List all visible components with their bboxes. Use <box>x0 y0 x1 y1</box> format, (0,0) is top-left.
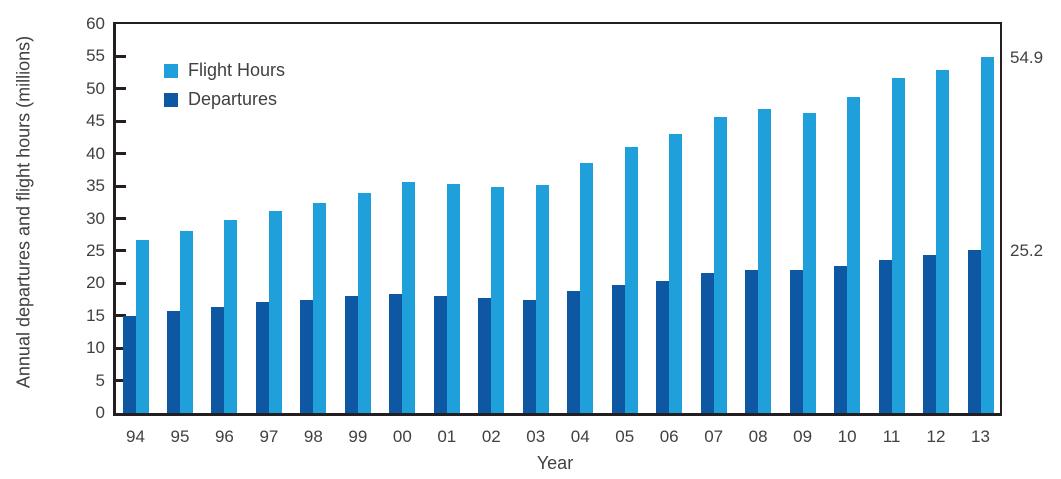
departures-bar-96 <box>211 307 225 413</box>
flight-hours-bar-12 <box>936 70 950 413</box>
y-tick-mark <box>116 314 126 318</box>
x-tick-label: 06 <box>659 427 679 446</box>
y-tick-mark <box>116 281 126 285</box>
departures-bar-13 <box>967 249 981 413</box>
flight-hours-bar-08 <box>758 108 772 413</box>
x-tick-label: 05 <box>615 427 635 446</box>
x-tick-label: 96 <box>214 427 234 446</box>
x-tick-label: 08 <box>748 427 768 446</box>
legend-label: Flight Hours <box>188 60 286 80</box>
y-axis-title-text: Annual departures and flight hours (mill… <box>13 35 34 389</box>
flight-hours-swatch-icon <box>164 63 178 78</box>
x-tick-label: 11 <box>882 427 901 446</box>
y-tick-label: 10 <box>86 338 105 358</box>
y-tick-label: 40 <box>86 143 105 163</box>
y-tick-mark <box>116 249 126 253</box>
departures-bar-02 <box>478 297 492 413</box>
departures-bar-10 <box>834 265 848 413</box>
flight-hours-bar-94 <box>135 239 149 413</box>
x-tick-label: 95 <box>170 427 190 446</box>
x-tick-label: 13 <box>971 427 990 446</box>
legend-item-departures: Departures <box>164 90 285 109</box>
x-tick-label: 00 <box>392 427 412 446</box>
x-tick-label: 94 <box>126 427 145 446</box>
x-axis-title: Year <box>536 453 574 473</box>
flight-hours-bar-00 <box>402 181 416 413</box>
flight-hours-bar-13 <box>980 57 994 413</box>
y-tick-mark <box>116 217 126 220</box>
departures-bar-05 <box>611 285 625 413</box>
flight-hours-bar-98 <box>313 202 327 413</box>
x-tick-label: 10 <box>837 427 857 446</box>
y-tick-label: 15 <box>86 305 105 325</box>
flight-hours-bar-05 <box>624 146 638 413</box>
y-tick-mark <box>116 119 126 123</box>
departures-swatch-icon <box>164 92 178 107</box>
y-tick-label: 5 <box>95 370 105 390</box>
departures-bar-06 <box>656 281 670 413</box>
departures-bar-03 <box>522 300 536 413</box>
flight-hours-bar-03 <box>535 185 549 413</box>
x-tick-label: 04 <box>570 427 590 446</box>
y-tick-label: 0 <box>95 403 105 422</box>
departures-bar-09 <box>789 270 803 413</box>
departures-bar-97 <box>255 302 269 413</box>
flight-hours-bar-11 <box>891 77 905 413</box>
x-tick-label: 02 <box>481 427 501 446</box>
flight-hours-bar-06 <box>669 133 683 413</box>
legend-label: Departures <box>188 89 278 109</box>
flight-hours-bar-99 <box>357 192 371 413</box>
departures-bar-11 <box>878 260 892 413</box>
legend: Flight Hours Departures <box>164 61 285 119</box>
flight-hours-bar-10 <box>847 96 861 413</box>
flight-hours-bar-07 <box>713 117 727 413</box>
y-tick-label: 45 <box>86 111 105 131</box>
plot-area: Flight Hours Departures <box>113 22 1002 416</box>
departures-bar-07 <box>700 272 714 413</box>
x-tick-label: 99 <box>348 427 368 446</box>
flight-hours-bar-97 <box>268 210 282 413</box>
y-tick-label: 60 <box>86 14 105 33</box>
y-tick-mark <box>116 54 126 58</box>
departures-bar-01 <box>433 296 447 413</box>
y-tick-label: 55 <box>86 46 105 66</box>
legend-item-flight-hours: Flight Hours <box>164 61 285 80</box>
x-tick-label: 97 <box>259 427 279 446</box>
x-tick-label: 01 <box>437 427 457 446</box>
flight-hours-bar-04 <box>580 162 594 413</box>
flight-hours-bar-96 <box>224 219 238 413</box>
x-tick-label: 09 <box>793 427 813 446</box>
y-tick-mark <box>116 346 126 350</box>
departures-bar-00 <box>389 293 403 413</box>
departures-bar-94 <box>122 315 136 413</box>
y-tick-mark <box>116 379 126 383</box>
x-tick-label: 12 <box>926 427 946 446</box>
departures-bar-04 <box>567 291 581 413</box>
x-tick-label: 03 <box>526 427 546 446</box>
departures-bar-98 <box>300 300 314 413</box>
flight-hours-bar-01 <box>446 183 460 413</box>
departures-bar-08 <box>745 270 759 413</box>
flight-hours-end-label: 54.9 <box>1010 48 1044 68</box>
x-tick-label: 07 <box>704 427 724 446</box>
departures-bar-12 <box>923 254 937 413</box>
y-tick-label: 35 <box>86 176 105 196</box>
flight-hours-bar-09 <box>802 112 816 413</box>
flight-hours-bar-02 <box>491 187 505 413</box>
y-tick-mark <box>116 152 126 156</box>
y-tick-label: 25 <box>86 240 105 260</box>
flight-hours-bar-95 <box>179 230 193 413</box>
y-tick-label: 20 <box>86 273 105 293</box>
y-tick-label: 50 <box>86 78 105 98</box>
x-tick-label: 98 <box>303 427 323 446</box>
departures-bar-95 <box>166 311 180 413</box>
departures-end-label: 25.2 <box>1010 240 1044 260</box>
y-tick-mark <box>116 87 126 91</box>
departures-bar-99 <box>344 296 358 413</box>
y-tick-mark <box>116 184 126 188</box>
y-tick-label: 30 <box>86 208 105 228</box>
